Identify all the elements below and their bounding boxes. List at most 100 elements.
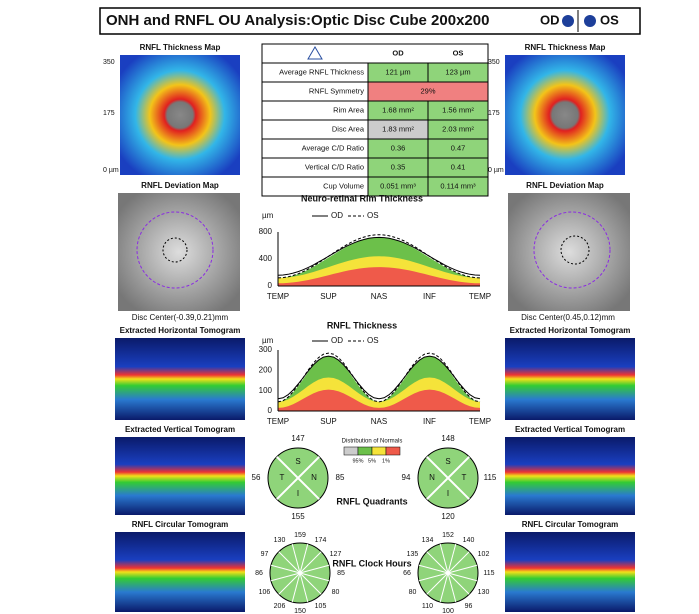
y-tick-label: 800 xyxy=(259,227,273,236)
map-title: RNFL Thickness Map xyxy=(140,43,221,52)
cell-value: 0.051 mm³ xyxy=(380,181,416,190)
quadrant-letter: T xyxy=(280,473,285,482)
x-tick-label: INF xyxy=(423,292,436,301)
clock-value: 135 xyxy=(407,551,419,558)
quadrant-value: 148 xyxy=(441,434,455,443)
os-icon xyxy=(584,15,596,27)
thickness-map xyxy=(505,55,625,175)
legend-title: Distribution of Normals xyxy=(342,439,403,445)
clock-value: 80 xyxy=(332,589,340,596)
x-tick-label: NAS xyxy=(371,417,387,426)
deviation-map xyxy=(118,193,240,311)
legend-value: 5% xyxy=(368,458,376,464)
clock-value: 134 xyxy=(422,537,434,544)
row-label: Vertical C/D Ratio xyxy=(305,162,364,171)
clock-value: 130 xyxy=(478,589,490,596)
clock-value: 127 xyxy=(330,551,342,558)
quadrant-letter: I xyxy=(447,489,449,498)
cell-value: 123 µm xyxy=(445,67,470,76)
tomogram-title: Extracted Vertical Tomogram xyxy=(125,425,235,434)
clock-value: 130 xyxy=(274,537,286,544)
legend-swatch xyxy=(372,447,386,455)
rnfl-chart: µmODOS3002001000TEMPSUPNASINFTEMP xyxy=(259,336,491,426)
clock-value: 106 xyxy=(259,589,271,596)
x-tick-label: SUP xyxy=(320,292,336,301)
quadrant-letter: S xyxy=(445,457,450,466)
tomograms: Extracted Horizontal TomogramExtracted H… xyxy=(115,326,635,612)
disc-center: Disc Center(0.45,0.12)mm xyxy=(521,313,615,322)
clock-value: 97 xyxy=(261,551,269,558)
tomogram xyxy=(115,437,245,515)
clock-value: 140 xyxy=(463,537,475,544)
scale-label: 350 xyxy=(488,59,500,66)
clock-value: 159 xyxy=(294,532,306,539)
map-title: RNFL Deviation Map xyxy=(526,181,604,190)
scale-label: 0 µm xyxy=(488,167,504,174)
clock-value: 174 xyxy=(315,537,327,544)
od-label: OD xyxy=(540,12,560,27)
tomogram-title: Extracted Vertical Tomogram xyxy=(515,425,625,434)
y-tick-label: 200 xyxy=(259,365,273,374)
tomogram xyxy=(505,338,635,420)
x-tick-label: TEMP xyxy=(469,417,491,426)
legend-label: OD xyxy=(331,211,343,220)
y-tick-label: 0 xyxy=(268,281,273,290)
x-tick-label: INF xyxy=(423,417,436,426)
cell-value: 2.03 mm² xyxy=(442,124,474,133)
clock-value: 152 xyxy=(442,532,454,539)
quadrant-letter: N xyxy=(429,473,435,482)
tomogram xyxy=(115,338,245,420)
x-tick-label: TEMP xyxy=(267,417,289,426)
tomogram xyxy=(505,437,635,515)
row-label: RNFL Symmetry xyxy=(309,86,364,95)
clock-value: 85 xyxy=(337,570,345,577)
cell-value: 1.56 mm² xyxy=(442,105,474,114)
legend-swatch xyxy=(386,447,400,455)
clock-value: 100 xyxy=(442,608,454,614)
header-title: ONH and RNFL OU Analysis:Optic Disc Cube… xyxy=(106,12,489,29)
clock-value: 150 xyxy=(294,608,306,614)
disc-center: Disc Center(-0.39,0.21)mm xyxy=(132,313,229,322)
cell-value: 0.114 mm³ xyxy=(440,181,476,190)
clock-value: 206 xyxy=(274,603,286,610)
legend-value: 1% xyxy=(382,458,390,464)
thickness-map xyxy=(120,55,240,175)
quadrant-value: 147 xyxy=(291,434,305,443)
scale-label: 175 xyxy=(488,110,500,117)
cell-value: 1.68 mm² xyxy=(382,105,414,114)
quadrant-clock: Distribution of Normals 95% 5% 1% RNFL Quadr… xyxy=(252,434,497,614)
quadrant-letter: T xyxy=(462,473,467,482)
row-label: Average RNFL Thickness xyxy=(279,67,364,76)
tomogram xyxy=(115,532,245,612)
quadrant-letter: N xyxy=(311,473,317,482)
rim-chart: µmODOS8004000TEMPSUPNASINFTEMP xyxy=(259,211,491,301)
clock-value: 96 xyxy=(465,603,473,610)
unit: µm xyxy=(262,211,274,220)
clock-value: 115 xyxy=(483,570,494,577)
scale-label: 0 µm xyxy=(103,167,119,174)
clock-value: 86 xyxy=(255,570,263,577)
column-header: OS xyxy=(453,48,464,57)
x-tick-label: NAS xyxy=(371,292,387,301)
legend-label: OS xyxy=(367,336,379,345)
legend-value: 95% xyxy=(352,458,363,464)
quadrant-letter: I xyxy=(297,489,299,498)
quadrant-value: 56 xyxy=(252,473,261,482)
cell-value: 1.83 mm² xyxy=(382,124,414,133)
legend-swatch xyxy=(358,447,372,455)
clock-value: 102 xyxy=(478,551,490,558)
cell-value: 121 µm xyxy=(385,67,410,76)
tomogram xyxy=(505,532,635,612)
cell-value: 0.47 xyxy=(451,143,466,152)
section-title: RNFL Clock Hours xyxy=(332,558,411,568)
tomogram-title: Extracted Horizontal Tomogram xyxy=(120,326,241,335)
quadrant-value: 120 xyxy=(441,512,455,521)
section-title: RNFL Quadrants xyxy=(336,496,407,506)
clock-value: 110 xyxy=(422,603,433,610)
quadrant-value: 94 xyxy=(402,473,411,482)
x-tick-label: TEMP xyxy=(469,292,491,301)
chart-title: Neuro-retinal Rim Thickness xyxy=(301,193,423,203)
legend-swatch xyxy=(344,447,358,455)
deviation-map xyxy=(508,193,630,311)
